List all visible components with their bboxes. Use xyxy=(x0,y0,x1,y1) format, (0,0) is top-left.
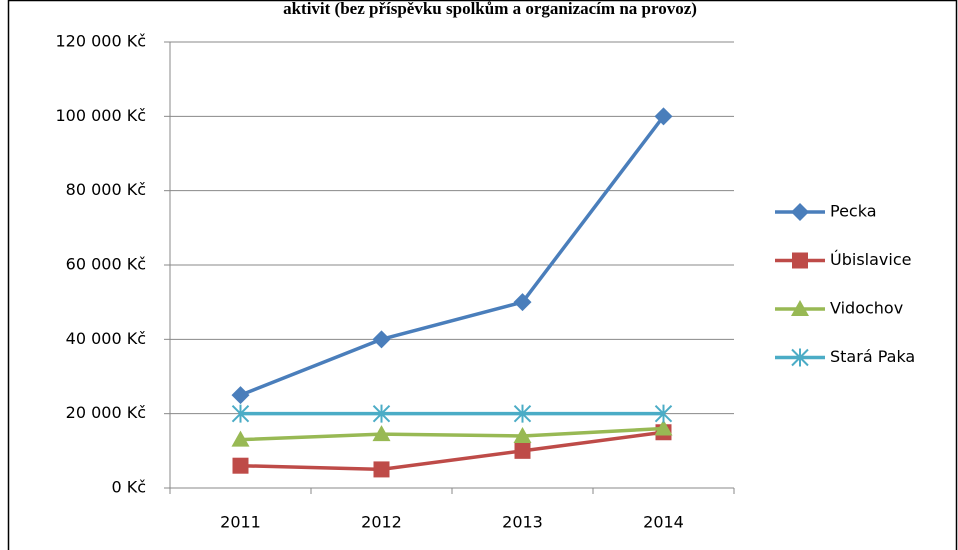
y-tick-label: 0 Kč xyxy=(111,478,146,497)
data-point xyxy=(513,426,532,443)
y-tick-label: 120 000 Kč xyxy=(55,32,146,51)
y-tick-label: 60 000 Kč xyxy=(66,255,146,274)
data-point xyxy=(513,404,532,423)
legend-label: Vidochov xyxy=(830,299,903,318)
data-point xyxy=(372,330,391,349)
data-point xyxy=(654,107,673,126)
data-point xyxy=(654,404,673,423)
legend-label: Stará Paka xyxy=(830,347,915,366)
x-tick-label: 2013 xyxy=(502,513,543,532)
data-point xyxy=(373,461,390,478)
series-line xyxy=(240,430,664,472)
chart-title: aktivit (bez příspěvku spolkům a organiz… xyxy=(283,0,697,18)
data-point xyxy=(372,425,391,442)
legend-label: Pecka xyxy=(830,202,877,221)
data-point xyxy=(231,430,250,447)
data-point xyxy=(231,386,250,405)
legend-marker xyxy=(791,300,809,316)
series-line xyxy=(239,115,665,397)
series-line xyxy=(240,426,664,442)
legend-label: Úbislavice xyxy=(830,250,911,269)
chart-frame xyxy=(7,0,958,550)
data-point xyxy=(232,457,249,474)
data-point xyxy=(231,404,250,423)
legend-marker xyxy=(791,348,809,367)
legend-marker xyxy=(791,203,809,221)
x-tick-label: 2011 xyxy=(220,513,261,532)
data-point xyxy=(513,293,532,312)
y-tick-label: 20 000 Kč xyxy=(66,403,146,422)
x-tick-label: 2014 xyxy=(643,513,684,532)
y-tick-label: 80 000 Kč xyxy=(66,180,146,199)
y-tick-label: 40 000 Kč xyxy=(66,329,146,348)
data-point xyxy=(372,404,391,423)
data-point xyxy=(514,442,531,459)
data-point xyxy=(654,419,673,436)
y-tick-label: 100 000 Kč xyxy=(55,106,146,125)
legend-marker xyxy=(792,252,808,269)
x-tick-label: 2012 xyxy=(361,513,402,532)
